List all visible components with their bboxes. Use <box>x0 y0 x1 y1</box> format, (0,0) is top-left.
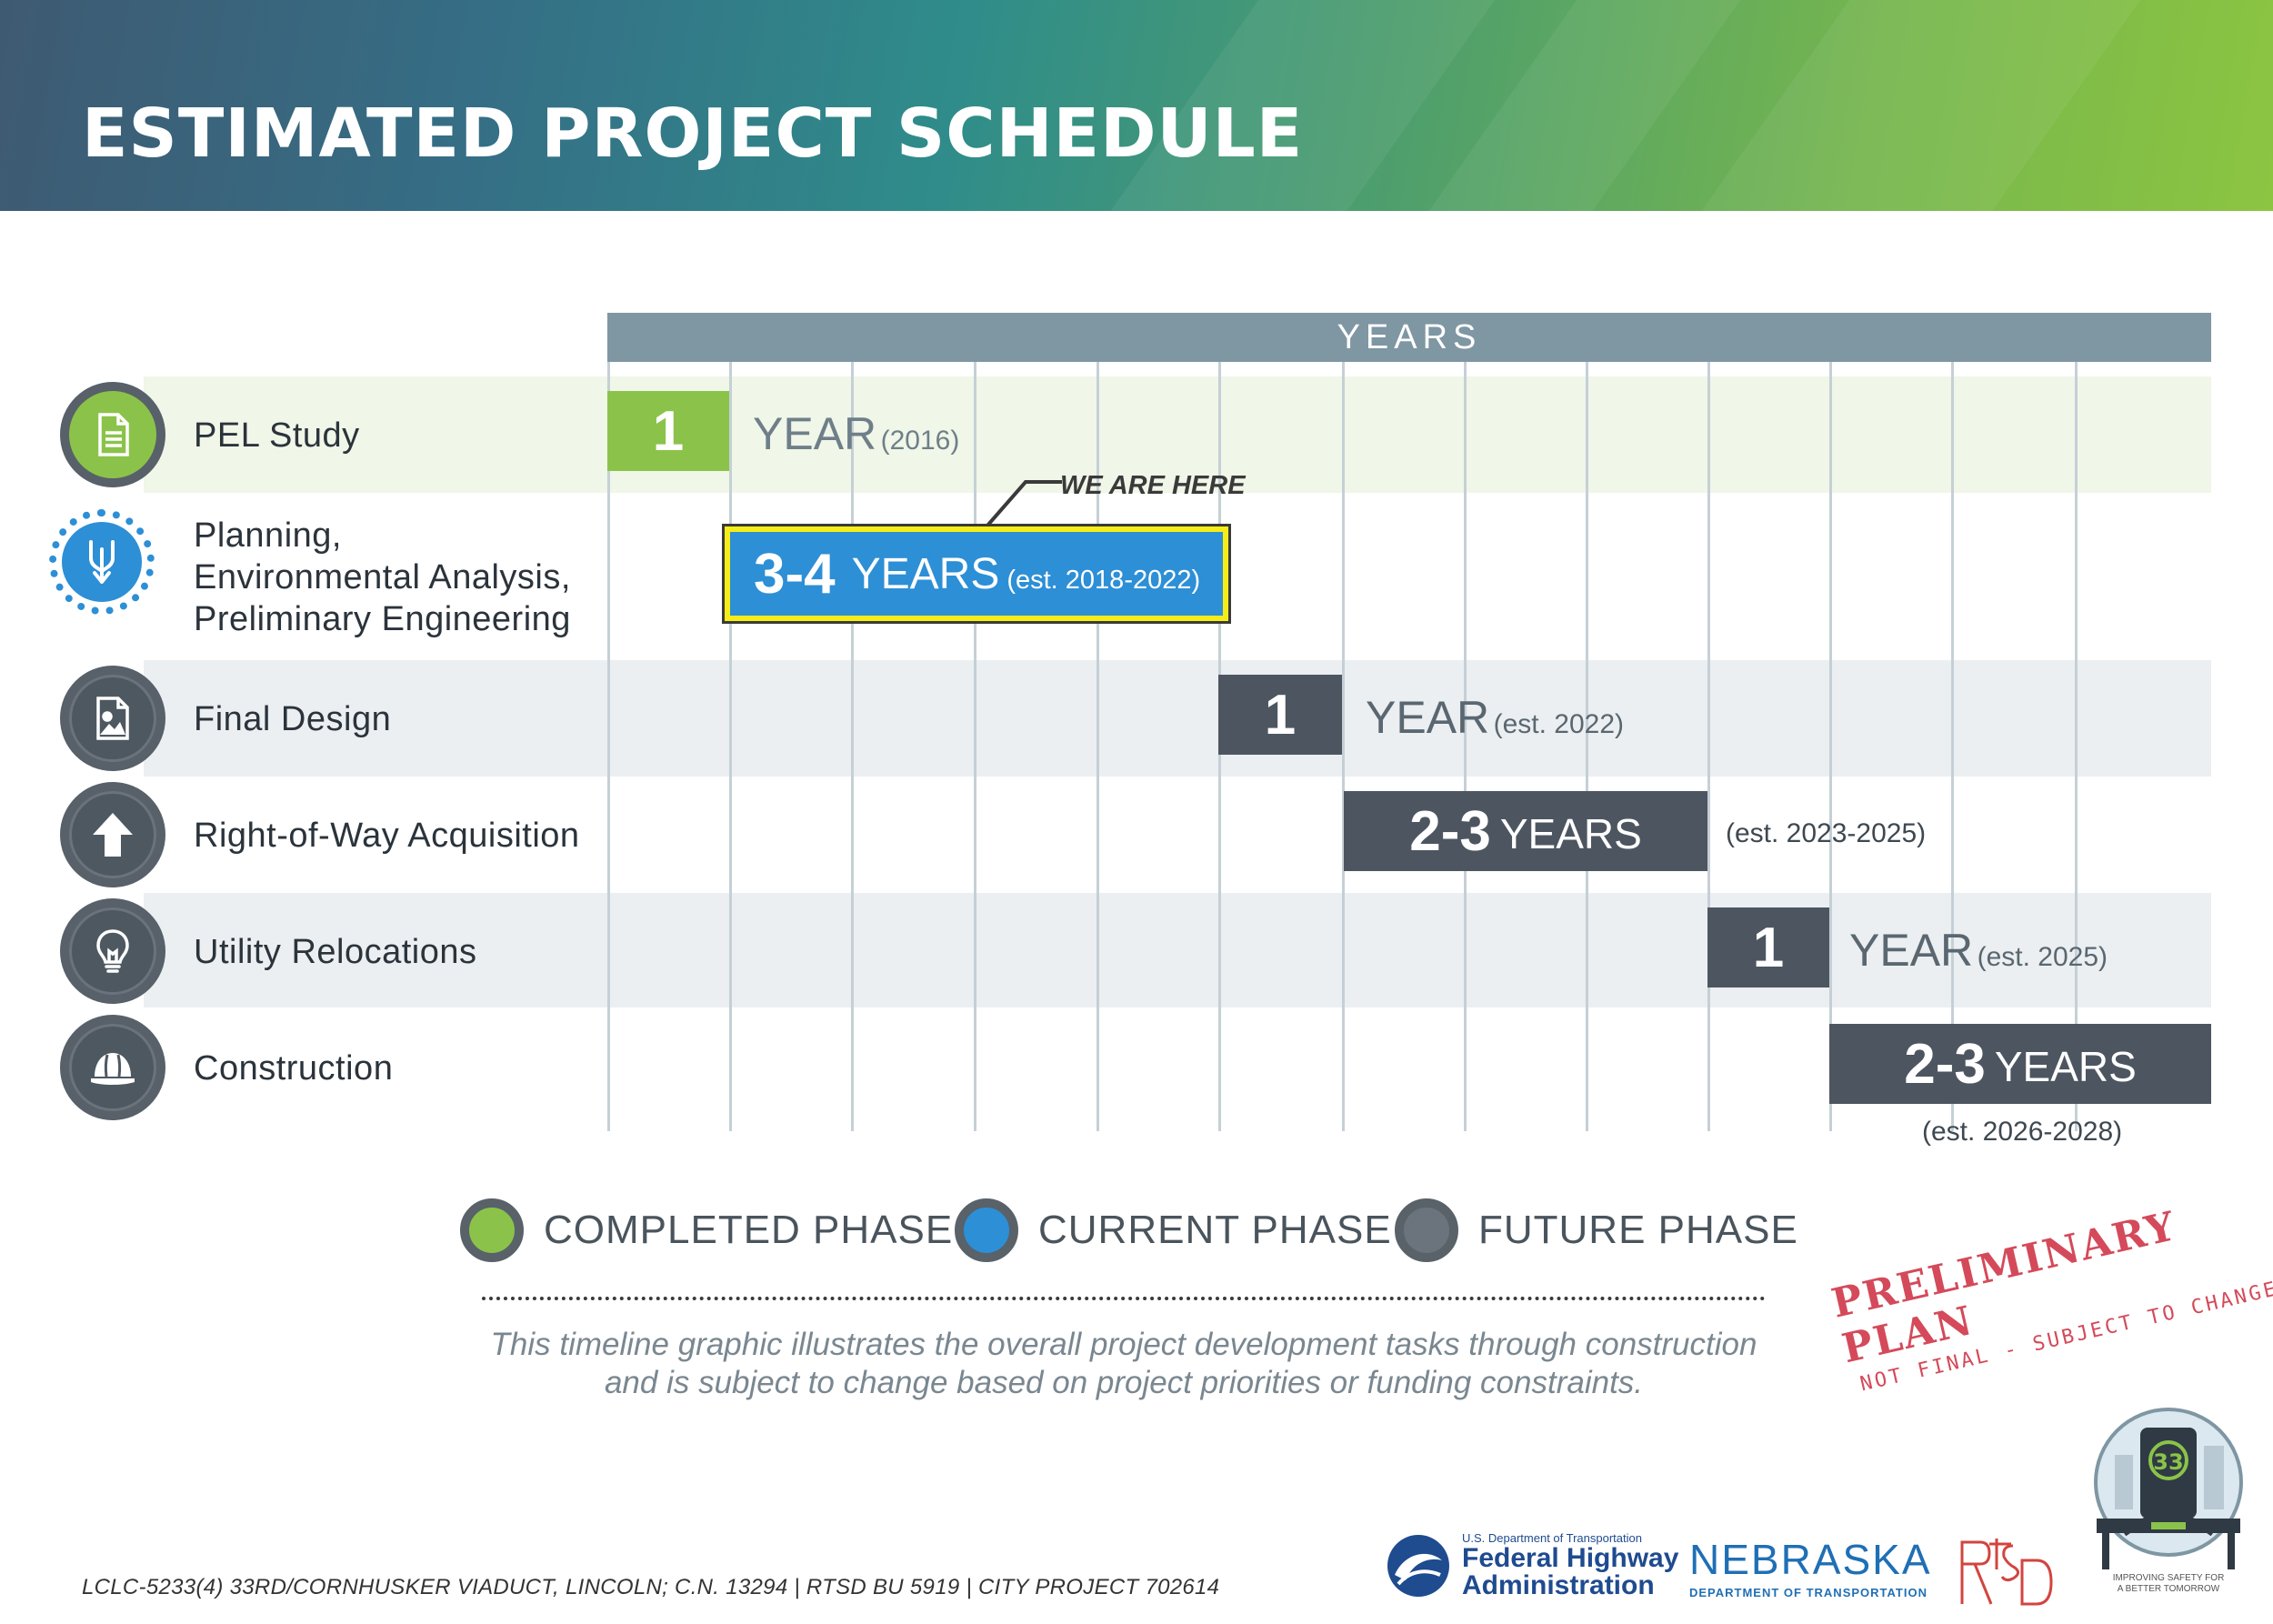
image-icon <box>96 697 129 740</box>
bar-utility: 1 <box>1707 907 1829 987</box>
row-band-pel <box>144 376 2211 493</box>
bar-final-design-duration: YEAR (est. 2022) <box>1366 692 1625 743</box>
header-banner: ESTIMATED PROJECT SCHEDULE <box>0 0 2273 211</box>
fhwa-emblem-icon <box>1387 1534 1449 1597</box>
hard-hat-icon <box>91 1053 135 1085</box>
timeline-grid-line <box>1707 362 1710 1131</box>
legend-future-swatch <box>1395 1198 1458 1262</box>
phase-label-planning: Planning, Environmental Analysis, Prelim… <box>194 516 571 638</box>
bar-right-of-way: 2-3 YEARS <box>1344 791 1707 871</box>
phase-label-right-of-way: Right-of-Way Acquisition <box>194 817 580 855</box>
phase-label-construction: Construction <box>194 1049 394 1088</box>
timeline-grid-line <box>1096 362 1099 1131</box>
timeline-grid-line <box>729 362 732 1131</box>
final-design-icon-badge <box>60 666 165 771</box>
timeline-grid-line <box>1829 362 1832 1131</box>
document-icon <box>98 413 129 456</box>
utility-icon-badge <box>60 898 165 1004</box>
construction-icon-badge <box>60 1015 165 1120</box>
timeline-grid-line <box>2075 362 2078 1131</box>
right-of-way-icon-badge <box>60 782 165 887</box>
bar-pel-study: 1 <box>607 391 729 471</box>
row-band-final-design <box>144 660 2211 777</box>
bar-construction-range: (est. 2026-2028) <box>1922 1117 2123 1147</box>
bar-utility-duration: YEAR (est. 2025) <box>1849 925 2108 976</box>
legend-completed-swatch <box>460 1198 524 1262</box>
timeline-grid-line <box>1951 362 1954 1131</box>
fhwa-logo: U.S. Department of Transportation Federa… <box>1386 1531 1678 1599</box>
preliminary-plan-stamp: PRELIMINARY PLAN NOT FINAL - SUBJECT TO … <box>1827 1202 2273 1397</box>
disclaimer-text: This timeline graphic illustrates the ov… <box>490 1327 1757 1400</box>
lightbulb-icon <box>96 929 129 973</box>
timeline-grid-line <box>1342 362 1345 1131</box>
timeline-grid-line <box>1586 362 1588 1131</box>
up-arrow-icon <box>93 813 133 857</box>
bar-final-design: 1 <box>1218 675 1342 755</box>
timeline-grid-line <box>974 362 976 1131</box>
bar-construction: 2-3 YEARS <box>1829 1024 2211 1104</box>
bar-planning-current: 3-4 YEARS (est. 2018-2022) <box>722 524 1231 624</box>
timeline-grid-line <box>1464 362 1467 1131</box>
years-axis-header: YEARS <box>607 313 2211 362</box>
divider <box>482 1297 1766 1300</box>
timeline-grid-line <box>607 362 610 1131</box>
bar-right-of-way-range: (est. 2023-2025) <box>1726 818 1927 848</box>
nebraska-dot-logo: NEBRASKA DEPARTMENT OF TRANSPORTATION <box>1689 1536 1932 1599</box>
legend-current-swatch <box>955 1198 1018 1262</box>
we-are-here-pointer <box>986 480 1062 527</box>
project-reference: LCLC-5233(4) 33RD/CORNHUSKER VIADUCT, LI… <box>82 1575 1220 1599</box>
svg-text:33: 33 <box>2153 1449 2183 1475</box>
viaduct-project-logo: 33 IMPROVING SAFETY FOR A BETTER TOMORRO… <box>2088 1391 2249 1613</box>
viaduct-tagline: IMPROVING SAFETY FOR A BETTER TOMORROW <box>2112 1573 2225 1594</box>
bar-pel-study-duration: YEAR (2016) <box>753 408 960 459</box>
rtsd-logo <box>1960 1539 2053 1606</box>
row-band-utility <box>144 893 2211 1007</box>
train-viaduct-emblem-icon: 33 <box>2094 1408 2243 1569</box>
merge-arrows-icon <box>89 540 115 584</box>
planning-icon-badge <box>49 509 155 615</box>
phase-label-utility: Utility Relocations <box>194 933 477 971</box>
page-title: ESTIMATED PROJECT SCHEDULE <box>82 95 1304 173</box>
phase-label-final-design: Final Design <box>194 700 392 738</box>
legend-current: CURRENT PHASE <box>955 1198 1392 1262</box>
phase-label-pel-study: PEL Study <box>194 416 360 455</box>
we-are-here-annotation: WE ARE HERE <box>1060 471 1246 500</box>
legend-completed: COMPLETED PHASE <box>460 1198 953 1262</box>
legend-future: FUTURE PHASE <box>1395 1198 1798 1262</box>
pel-study-icon-badge <box>60 382 165 487</box>
timeline-grid-line <box>851 362 854 1131</box>
